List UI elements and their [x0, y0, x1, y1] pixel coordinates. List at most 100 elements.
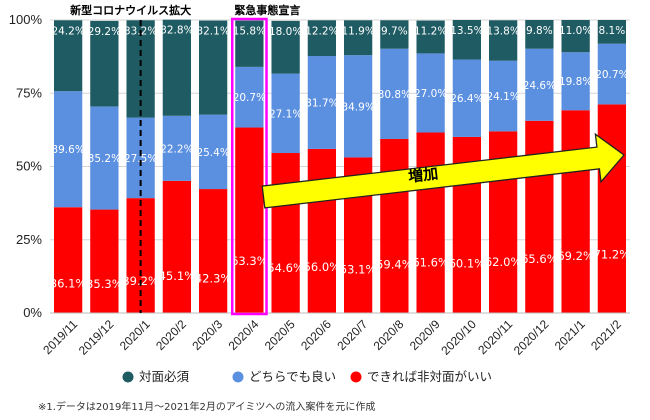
bar-segment-1	[525, 48, 554, 121]
data-label: 54.6%	[267, 261, 304, 275]
data-label: 60.1%	[449, 257, 486, 271]
data-label: 71.2%	[594, 248, 631, 262]
bar-segment-0	[53, 207, 83, 313]
bar-segment-2	[307, 20, 337, 57]
bar-segment-1	[90, 106, 119, 210]
data-label: 42.3%	[195, 271, 232, 285]
bar-segment-1	[271, 73, 300, 154]
x-tick-label: 2021/1	[552, 317, 588, 353]
data-label: 26.4%	[450, 93, 483, 105]
x-tick-label: 2020/7	[334, 317, 370, 353]
bar-segment-0	[162, 180, 192, 313]
bar-segment-0	[416, 132, 445, 313]
data-label: 45.1%	[159, 269, 196, 283]
data-label: 11.0%	[559, 25, 592, 37]
data-label: 24.2%	[51, 25, 84, 37]
data-label: 12.2%	[305, 25, 338, 37]
bar-segment-1	[162, 115, 192, 181]
data-label: 27.5%	[124, 153, 157, 165]
bar-segment-2	[235, 20, 264, 67]
bar-segment-2	[525, 20, 554, 49]
bar-segment-1	[597, 43, 627, 105]
data-label: 22.2%	[160, 143, 193, 155]
bar-segment-0	[380, 138, 409, 313]
bar-segment-2	[561, 20, 590, 53]
data-label: 8.1%	[599, 25, 626, 37]
data-label: 36.1%	[50, 276, 87, 290]
bar-segment-2	[488, 20, 518, 61]
data-label: 24.1%	[486, 91, 519, 103]
footnote: ※1.データは2019年11月～2021年2月のアイミツへの流入案件を元に作成	[38, 400, 375, 413]
bar-segment-2	[597, 20, 627, 44]
x-tick-label: 2020/10	[438, 317, 479, 358]
data-label: 39.6%	[51, 144, 84, 156]
x-tick-label: 2020/5	[262, 317, 298, 353]
bar-segment-0	[307, 148, 337, 313]
legend-swatch	[232, 371, 244, 383]
legend-label: 対面必須	[139, 369, 190, 384]
data-label: 24.6%	[523, 80, 556, 92]
bar-segment-2	[53, 20, 83, 92]
data-label: 34.9%	[341, 101, 374, 113]
bar-segment-1	[343, 55, 373, 158]
bar-segment-0	[198, 189, 228, 313]
bar-segment-1	[198, 114, 228, 190]
data-label: 20.7%	[233, 92, 266, 104]
x-tick-label: 2020/3	[189, 317, 225, 353]
y-tick-label: 75%	[16, 85, 42, 100]
data-label: 29.2%	[88, 26, 121, 38]
data-label: 18.0%	[269, 26, 302, 38]
y-tick-label: 0%	[23, 305, 42, 320]
data-label: 9.7%	[381, 25, 408, 37]
x-tick-label: 2019/12	[76, 317, 117, 358]
bar-segment-1	[561, 52, 590, 111]
y-tick-label: 25%	[16, 232, 42, 247]
data-label: 13.5%	[450, 25, 483, 37]
data-label: 63.3%	[231, 254, 268, 268]
data-label: 61.6%	[412, 255, 449, 269]
bar-segment-0	[597, 104, 627, 313]
data-label: 11.2%	[414, 26, 447, 38]
bar-segment-2	[271, 20, 300, 74]
bar-segment-0	[561, 110, 590, 313]
data-label: 9.8%	[526, 25, 553, 37]
arrow-label: 増加	[407, 164, 439, 185]
x-tick-label: 2020/8	[371, 317, 407, 353]
bar-segment-1	[380, 48, 409, 139]
data-label: 13.8%	[486, 25, 519, 37]
data-label: 53.1%	[340, 262, 377, 276]
data-label: 32.1%	[196, 26, 229, 38]
data-label: 59.4%	[376, 257, 413, 271]
data-label: 27.0%	[414, 88, 447, 100]
data-label: 56.0%	[304, 260, 341, 274]
bar-segment-0	[90, 209, 119, 313]
bar-segment-2	[198, 20, 228, 115]
data-label: 32.8%	[160, 25, 193, 37]
bar-segment-1	[235, 66, 264, 128]
x-tick-label: 2020/4	[226, 317, 262, 353]
y-tick-label: 100%	[9, 12, 43, 27]
data-label: 31.7%	[305, 97, 338, 109]
bar-segment-0	[271, 153, 300, 313]
legend-label: できれば非対面がいい	[367, 369, 492, 384]
data-label: 27.1%	[269, 108, 302, 120]
legend-label: どちらでも良い	[249, 369, 336, 384]
bar-segment-1	[452, 59, 482, 137]
bar-segment-2	[162, 19, 192, 116]
emergency-highlight-box	[230, 17, 268, 316]
legend-swatch	[122, 371, 134, 383]
data-label: 25.4%	[196, 147, 229, 159]
data-label: 69.2%	[557, 249, 594, 263]
legend-swatch	[350, 371, 362, 383]
bar-segment-1	[488, 60, 518, 132]
bar-segment-1	[307, 56, 337, 149]
bar-segment-2	[416, 20, 445, 54]
x-tick-label: 2020/2	[153, 317, 189, 353]
covid-annotation: 新型コロナウイルス拡大	[70, 3, 191, 17]
data-label: 65.6%	[521, 252, 558, 266]
data-label: 19.8%	[559, 76, 592, 88]
data-label: 35.2%	[88, 153, 121, 165]
x-tick-label: 2020/12	[511, 317, 552, 358]
bar-segment-2	[343, 20, 373, 56]
